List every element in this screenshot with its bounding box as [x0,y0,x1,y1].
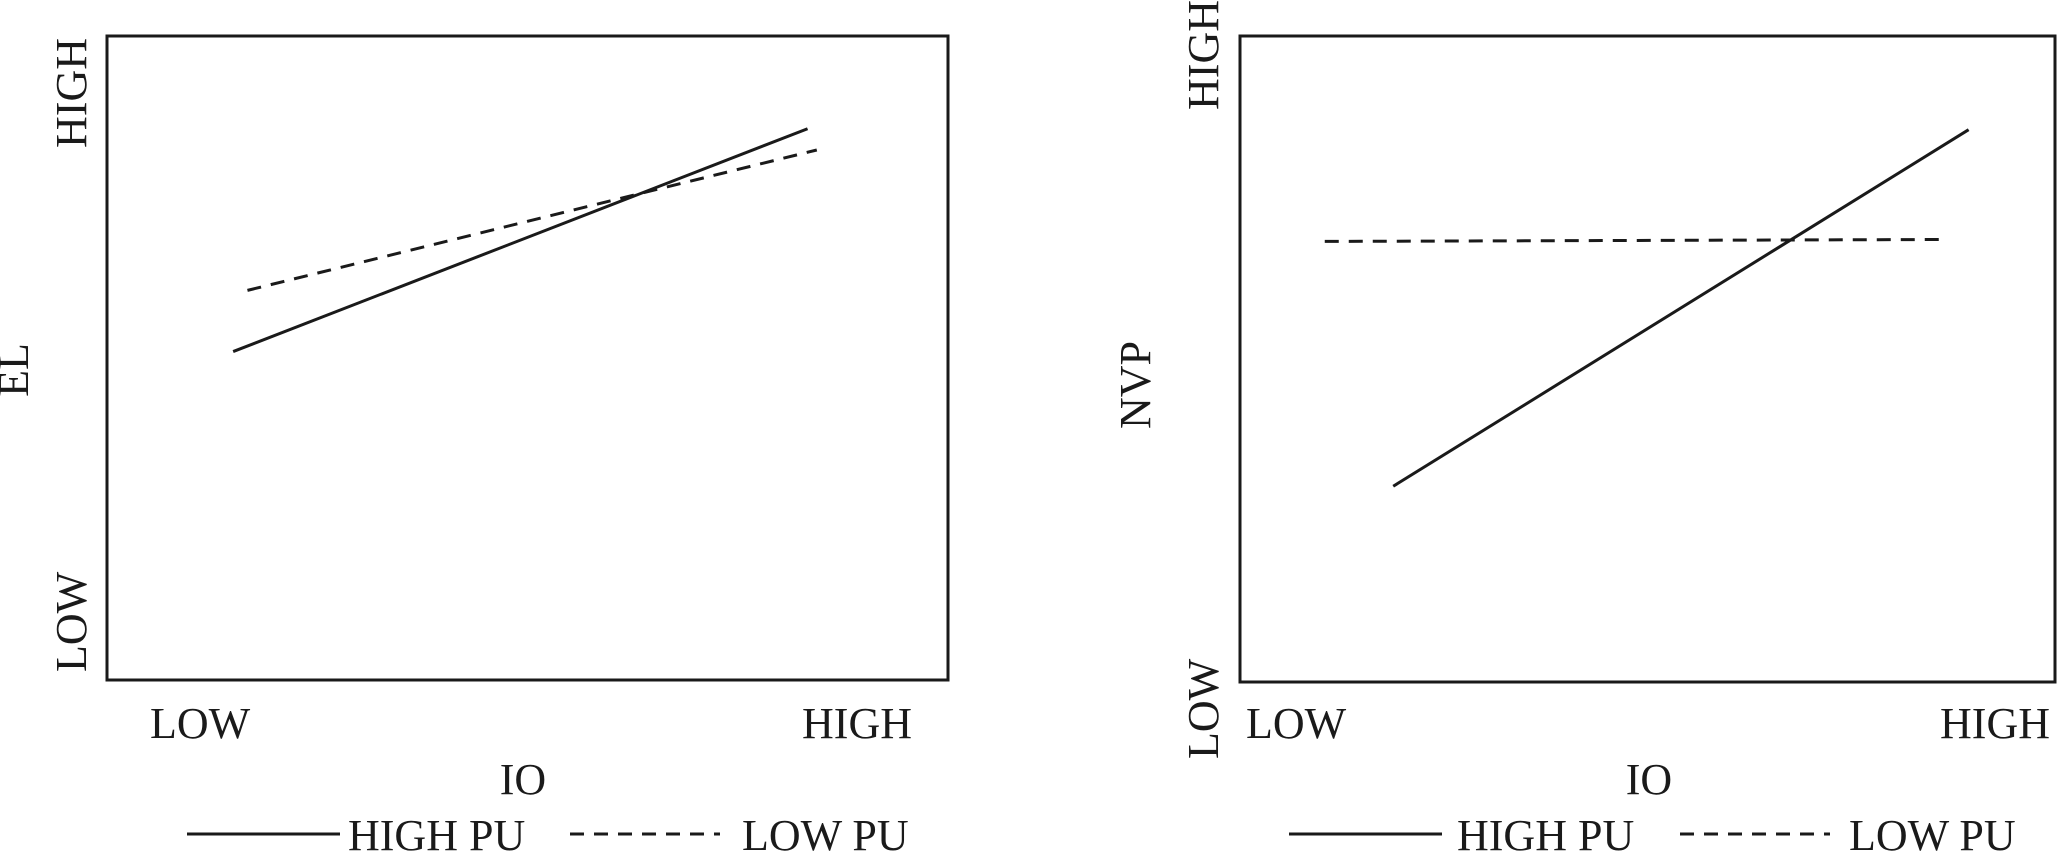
x-axis-label: IO [1626,755,1672,804]
x-tick-label-high: HIGH [1940,699,2050,748]
y-tick-label-low: LOW [47,571,96,672]
legend-label-low-pu: LOW PU [1849,811,2016,852]
y-axis-label: EL [0,343,38,397]
y-axis-label: NVP [1111,341,1160,429]
x-tick-label-low: LOW [150,699,251,748]
legend-label-high-pu: HIGH PU [1457,811,1634,852]
legend-label-low-pu: LOW PU [742,811,909,852]
chart-2: LOW HIGH NVP LOW HIGH IO HIGH PU LOW PU [1111,0,2057,852]
plot-frame [1238,34,2057,684]
series-line-low-pu [1324,237,1946,243]
legend-label-high-pu: HIGH PU [348,811,525,852]
x-tick-label-low: LOW [1246,699,1347,748]
x-axis-label: IO [500,755,546,804]
y-tick-label-low: LOW [1179,658,1228,759]
chart-1: LOW HIGH EL LOW HIGH IO HIGH PU LOW PU [0,34,950,852]
series-line-high-pu [232,127,809,353]
x-tick-label-high: HIGH [802,699,912,748]
y-tick-label-high: HIGH [1179,0,1228,110]
y-tick-label-high: HIGH [47,38,96,148]
series-line-low-pu [247,148,818,292]
plot-frame [105,34,950,682]
legend: HIGH PU LOW PU [187,811,909,852]
legend: HIGH PU LOW PU [1289,811,2016,852]
series-line-high-pu [1392,128,1970,488]
